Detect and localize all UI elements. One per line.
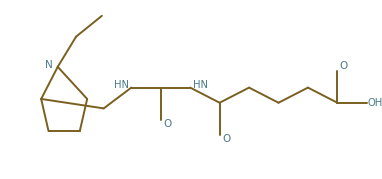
Text: O: O [340,61,348,71]
Text: HN: HN [113,80,128,90]
Text: OH: OH [367,98,382,108]
Text: O: O [222,134,230,144]
Text: HN: HN [193,80,208,90]
Text: O: O [163,119,172,129]
Text: N: N [45,60,52,70]
